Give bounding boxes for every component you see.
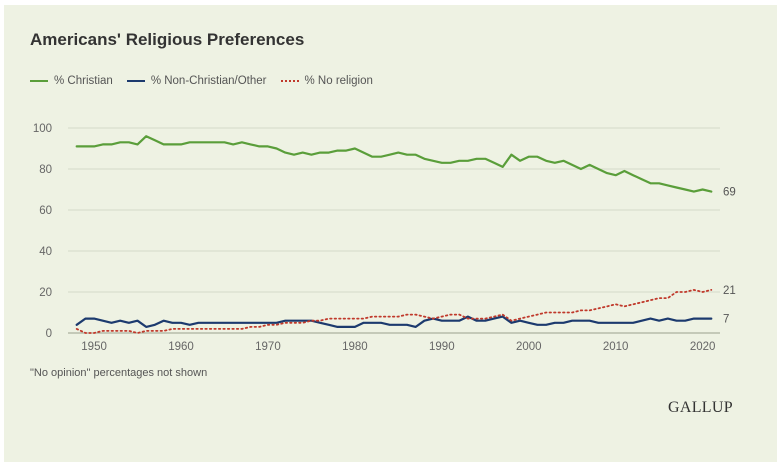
chart-title: Americans' Religious Preferences: [30, 30, 305, 49]
chart-legend: % Christian % Non-Christian/Other % No r…: [30, 73, 387, 89]
x-tick-label-2020: 2020: [690, 341, 716, 353]
x-tick-label-2000: 2000: [516, 341, 542, 353]
x-tick-label-1960: 1960: [168, 341, 194, 353]
y-tick-label-40: 40: [39, 246, 52, 258]
legend-swatch-no-religion: [280, 80, 299, 82]
legend-label-christian: % Christian: [54, 75, 113, 87]
end-label-non-christian: 7: [723, 314, 729, 326]
footnote: "No opinion" percentages not shown: [30, 367, 208, 379]
series-line-christian: [75, 135, 713, 193]
legend-label-non-christian: % Non-Christian/Other: [150, 75, 267, 87]
y-tick-label-0: 0: [46, 328, 52, 340]
x-tick-label-2010: 2010: [603, 341, 629, 353]
y-tick-label-60: 60: [39, 205, 52, 217]
x-tick-label-1990: 1990: [429, 341, 455, 353]
end-label-christian: 69: [723, 187, 736, 199]
series-line-no-religion: [75, 289, 713, 334]
gallup-logo: GALLUP: [668, 399, 733, 416]
legend-item-no-religion: % No religion: [280, 75, 373, 87]
legend-item-christian: % Christian: [30, 75, 113, 87]
legend-item-non-christian: % Non-Christian/Other: [126, 75, 267, 87]
x-tick-label-1980: 1980: [342, 341, 368, 353]
legend-swatch-non-christian: [126, 80, 145, 82]
series-line-non-christian: [75, 315, 713, 328]
y-tick-label-100: 100: [33, 123, 52, 135]
x-tick-label-1970: 1970: [255, 341, 281, 353]
y-tick-label-20: 20: [39, 287, 52, 299]
y-tick-label-80: 80: [39, 164, 52, 176]
legend-label-no-religion: % No religion: [304, 75, 373, 87]
x-tick-label-1950: 1950: [81, 341, 107, 353]
legend-swatch-christian: [30, 80, 48, 82]
end-label-no-religion: 21: [723, 285, 736, 297]
